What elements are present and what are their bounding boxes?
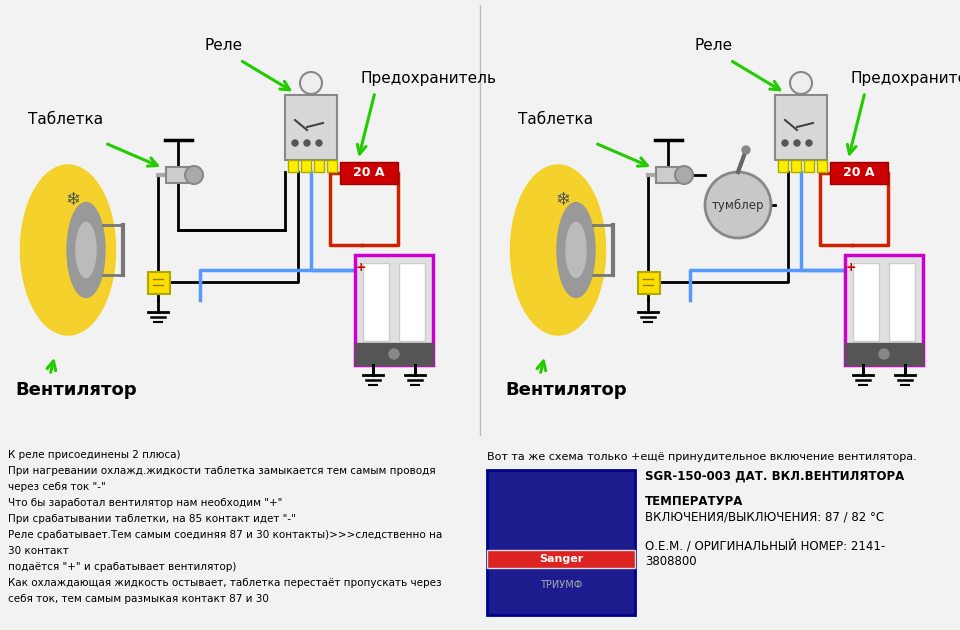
Bar [148,272,170,294]
Bar [638,272,660,294]
Circle shape [806,140,812,146]
Bar [853,263,879,341]
Text: 3808800: 3808800 [645,555,697,568]
Bar [845,343,923,365]
Text: +: + [846,261,856,274]
Text: К реле присоединены 2 плюса): К реле присоединены 2 плюса) [8,450,180,460]
Text: Что бы заработал вентилятор нам необходим "+": Что бы заработал вентилятор нам необходи… [8,498,282,508]
Ellipse shape [20,165,115,335]
Bar [301,160,311,172]
Bar [778,160,788,172]
Bar [845,255,923,365]
Text: Вот та же схема только +ещё принудительное включение вентилятора.: Вот та же схема только +ещё принудительн… [487,452,917,462]
Text: себя ток, тем самым размыкая контакт 87 и 30: себя ток, тем самым размыкая контакт 87 … [8,594,269,604]
Bar [285,95,337,160]
Circle shape [675,166,693,184]
Text: Предохранитель: Предохранитель [850,71,960,86]
Circle shape [879,349,889,359]
Text: 30 контакт: 30 контакт [8,546,69,556]
Text: Таблетка: Таблетка [518,113,593,127]
Ellipse shape [76,222,96,277]
Text: Предохранитель: Предохранитель [360,71,496,86]
Circle shape [292,140,298,146]
Text: Реле: Реле [695,38,733,52]
Circle shape [794,140,800,146]
Text: ТРИУМФ: ТРИУМФ [540,580,582,590]
Bar [487,550,635,568]
Text: О.Е.М. / ОРИГИНАЛЬНЫЙ НОМЕР: 2141-: О.Е.М. / ОРИГИНАЛЬНЫЙ НОМЕР: 2141- [645,540,885,553]
Bar [355,255,433,365]
Bar [166,167,190,183]
Circle shape [742,146,750,154]
Text: тумблер: тумблер [711,198,764,212]
Bar [340,162,398,184]
Bar [804,160,814,172]
Text: Реле: Реле [205,38,243,52]
Text: SGR-150-003 ДАТ. ВКЛ.ВЕНТИЛЯТОРА: SGR-150-003 ДАТ. ВКЛ.ВЕНТИЛЯТОРА [645,470,904,483]
Circle shape [304,140,310,146]
Text: При нагревании охлажд.жидкости таблетка замыкается тем самым проводя: При нагревании охлажд.жидкости таблетка … [8,466,436,476]
Ellipse shape [557,202,595,297]
Text: При срабатывании таблетки, на 85 контакт идет "-": При срабатывании таблетки, на 85 контакт… [8,514,296,524]
Text: Реле срабатывает.Тем самым соединяя 87 и 30 контакты)>>>следственно на: Реле срабатывает.Тем самым соединяя 87 и… [8,530,443,540]
Circle shape [300,72,322,94]
Bar [830,162,888,184]
Bar [889,263,915,341]
Bar [791,160,801,172]
Text: подаётся "+" и срабатывает вентилятор): подаётся "+" и срабатывает вентилятор) [8,562,236,572]
Bar [314,160,324,172]
Bar [656,167,680,183]
Text: через себя ток "-": через себя ток "-" [8,482,106,492]
Bar [399,263,425,341]
Text: Как охлаждающая жидкость остывает, таблетка перестаёт пропускать через: Как охлаждающая жидкость остывает, табле… [8,578,442,588]
Bar [363,263,389,341]
Bar [487,470,635,615]
Circle shape [705,172,771,238]
Text: ВКЛЮЧЕНИЯ/ВЫКЛЮЧЕНИЯ: 87 / 82 °С: ВКЛЮЧЕНИЯ/ВЫКЛЮЧЕНИЯ: 87 / 82 °С [645,510,884,523]
Circle shape [782,140,788,146]
Ellipse shape [67,202,105,297]
Circle shape [389,349,399,359]
Text: 20 А: 20 А [843,166,875,180]
Bar [327,160,337,172]
Ellipse shape [511,165,606,335]
Bar [355,343,433,365]
Text: Вентилятор: Вентилятор [15,381,136,399]
Text: ❄: ❄ [556,191,570,209]
Ellipse shape [566,222,586,277]
Bar [288,160,298,172]
Text: +: + [356,261,367,274]
Text: ТЕМПЕРАТУРА: ТЕМПЕРАТУРА [645,495,743,508]
Text: Sanger: Sanger [539,554,583,564]
Text: 20 А: 20 А [353,166,385,180]
Circle shape [790,72,812,94]
Circle shape [185,166,203,184]
Bar [775,95,827,160]
Circle shape [316,140,322,146]
Bar [817,160,827,172]
Text: Таблетка: Таблетка [28,113,103,127]
Text: ❄: ❄ [65,191,81,209]
Text: Вентилятор: Вентилятор [505,381,627,399]
